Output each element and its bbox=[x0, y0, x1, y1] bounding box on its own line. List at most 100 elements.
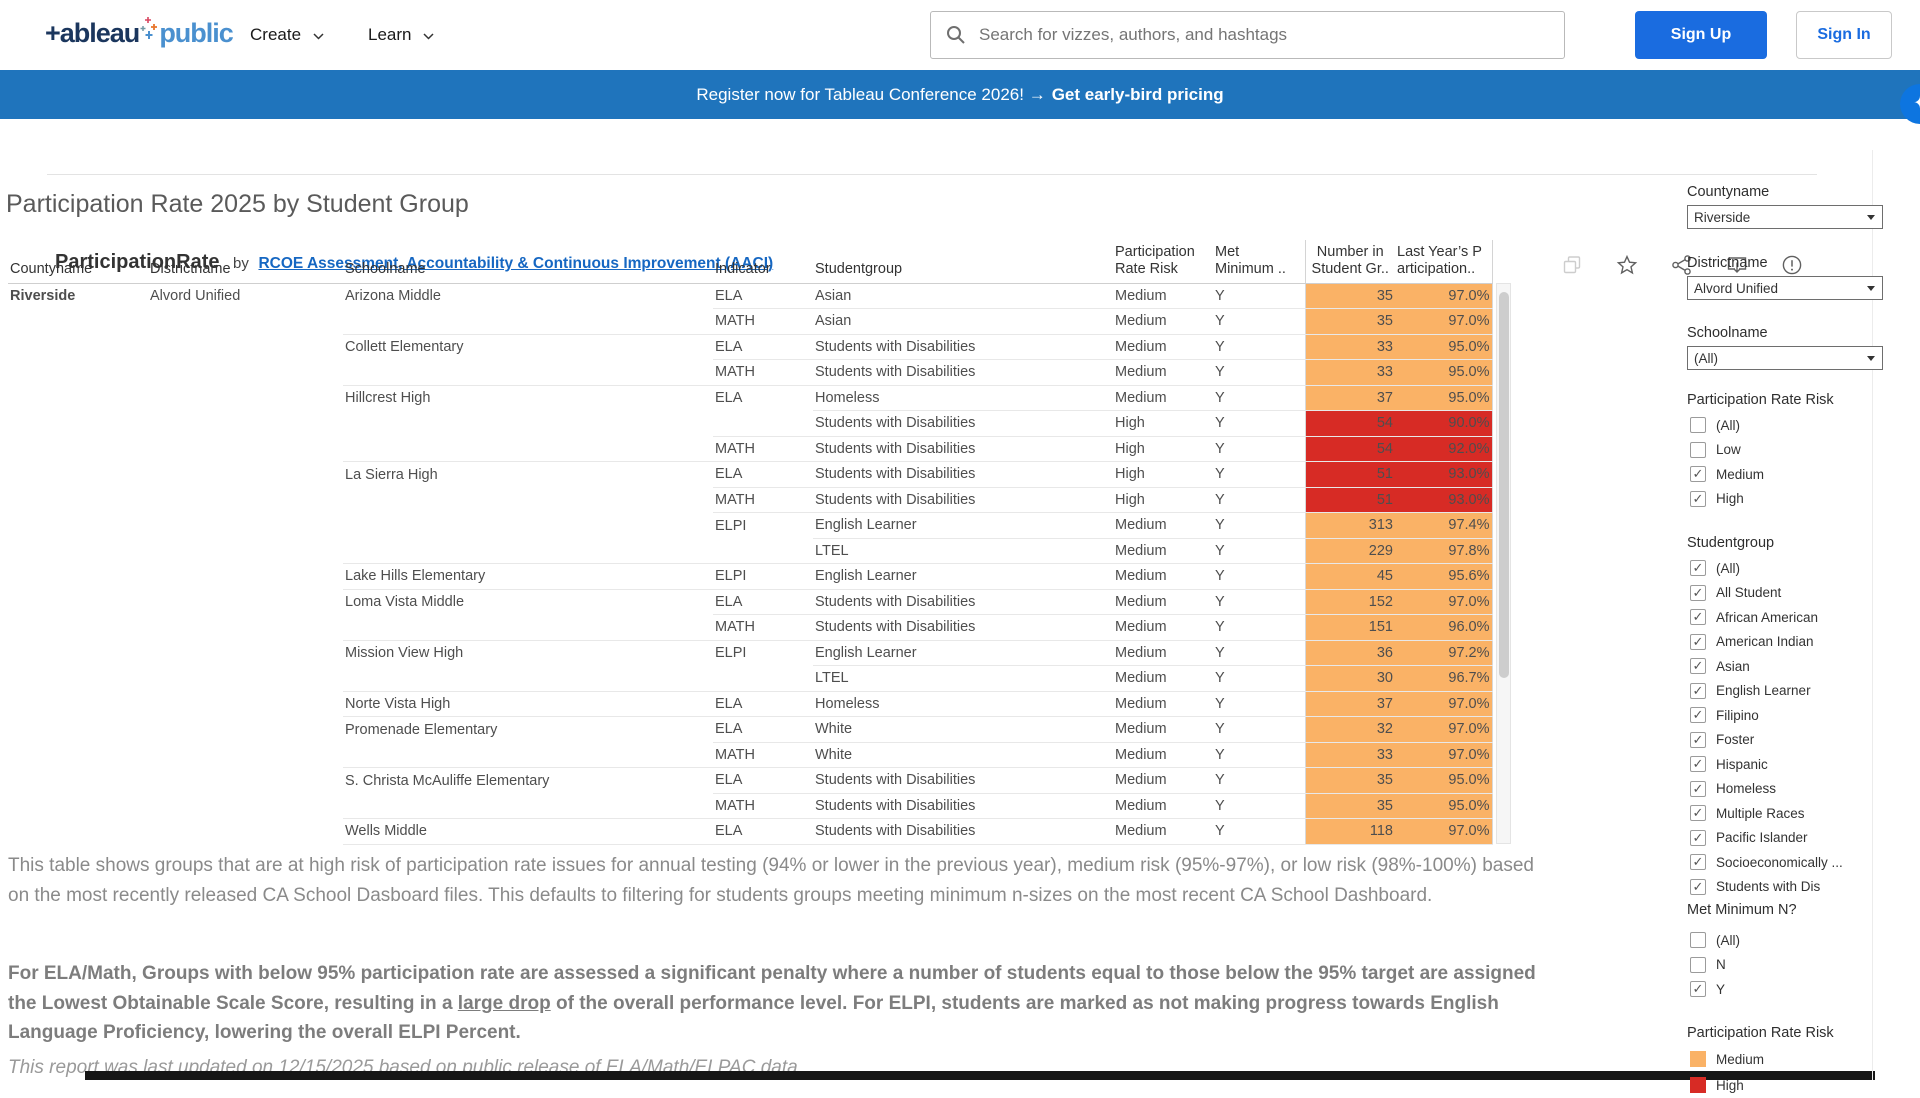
cell-group[interactable]: Students with Disabilities bbox=[813, 334, 1113, 360]
table-row[interactable]: MATH Students with Disabilities Medium Y 35 9… bbox=[8, 793, 1493, 819]
cell-n[interactable]: 33 bbox=[1304, 742, 1395, 768]
nav-menu-learn[interactable]: Learn bbox=[368, 14, 434, 56]
cell-district[interactable] bbox=[148, 589, 343, 615]
cell-pct[interactable]: 95.0% bbox=[1395, 385, 1493, 411]
cell-risk[interactable]: Medium bbox=[1113, 818, 1213, 845]
cell-group[interactable]: White bbox=[813, 716, 1113, 743]
table-row[interactable]: Collett Elementary ELA Students with Disab… bbox=[8, 334, 1493, 360]
cell-county[interactable] bbox=[8, 742, 148, 768]
cell-n[interactable]: 151 bbox=[1304, 614, 1395, 641]
cell-met[interactable]: Y bbox=[1213, 436, 1305, 462]
cell-indicator[interactable]: MATH bbox=[713, 308, 813, 335]
cell-pct[interactable]: 97.0% bbox=[1395, 589, 1493, 615]
cell-group[interactable]: Students with Disabilities bbox=[813, 793, 1113, 819]
cell-county[interactable] bbox=[8, 793, 148, 819]
table-row[interactable]: Norte Vista High ELA Homeless Medium Y 37 97.0… bbox=[8, 691, 1493, 717]
cell-met[interactable]: Y bbox=[1213, 793, 1305, 819]
cell-pct[interactable]: 90.0% bbox=[1395, 410, 1493, 437]
cell-county[interactable] bbox=[8, 360, 148, 386]
cell-group[interactable]: English Learner bbox=[813, 512, 1113, 539]
table-row[interactable]: Mission View High ELPI English Learner Medi… bbox=[8, 640, 1493, 666]
cell-district[interactable] bbox=[148, 538, 343, 564]
cell-county[interactable] bbox=[8, 513, 148, 539]
cell-risk[interactable]: Medium bbox=[1113, 385, 1213, 411]
cell-pct[interactable]: 92.0% bbox=[1395, 436, 1493, 462]
cell-group[interactable]: Homeless bbox=[813, 691, 1113, 717]
cell-met[interactable]: Y bbox=[1213, 538, 1305, 564]
column-header-district[interactable]: Districtname bbox=[148, 240, 343, 284]
cell-school[interactable] bbox=[343, 411, 713, 437]
cell-group[interactable]: Students with Disabilities bbox=[813, 436, 1113, 462]
cell-county[interactable] bbox=[8, 487, 148, 513]
sign-up-button[interactable]: Sign Up bbox=[1635, 11, 1767, 59]
cell-district[interactable] bbox=[148, 360, 343, 386]
cell-indicator[interactable]: ELA bbox=[713, 334, 813, 360]
cell-indicator[interactable]: MATH bbox=[713, 742, 813, 768]
schoolname-dropdown[interactable]: (All) bbox=[1687, 346, 1883, 370]
cell-pct[interactable]: 97.0% bbox=[1395, 691, 1493, 717]
cell-indicator[interactable]: MATH bbox=[713, 487, 813, 513]
cell-school[interactable]: La Sierra High bbox=[345, 466, 438, 483]
cell-met[interactable]: Y bbox=[1213, 589, 1305, 615]
checkbox-pacific-islander[interactable]: ✓ Pacific Islander bbox=[1690, 826, 1875, 851]
table-row[interactable]: Promenade Elementary ELA White Medium Y 32 97.… bbox=[8, 716, 1493, 743]
cell-group[interactable]: Students with Disabilities bbox=[813, 767, 1113, 794]
duplicate-icon[interactable] bbox=[1560, 253, 1584, 277]
table-row[interactable]: Wells Middle ELA Students with Disabilitie… bbox=[8, 818, 1493, 845]
cell-n[interactable]: 51 bbox=[1304, 487, 1395, 513]
cell-risk[interactable]: Medium bbox=[1113, 665, 1213, 692]
cell-met[interactable]: Y bbox=[1213, 614, 1305, 641]
districtname-dropdown[interactable]: Alvord Unified bbox=[1687, 276, 1883, 300]
cell-group[interactable]: Students with Disabilities bbox=[813, 818, 1113, 845]
cell-n[interactable]: 54 bbox=[1304, 436, 1395, 462]
cell-district[interactable] bbox=[148, 640, 343, 666]
cell-county[interactable] bbox=[8, 640, 148, 666]
cell-indicator[interactable]: ELA bbox=[713, 461, 813, 488]
cell-pct[interactable]: 96.7% bbox=[1395, 665, 1493, 692]
cell-indicator[interactable]: MATH bbox=[713, 793, 813, 819]
conference-banner[interactable]: Register now for Tableau Conference 2026… bbox=[0, 70, 1920, 119]
cell-pct[interactable]: 95.0% bbox=[1395, 359, 1493, 386]
cell-met[interactable]: Y bbox=[1213, 334, 1305, 360]
cell-indicator[interactable]: MATH bbox=[713, 614, 813, 641]
cell-school[interactable]: Collett Elementary bbox=[345, 339, 464, 355]
cell-risk[interactable]: Medium bbox=[1113, 512, 1213, 539]
cell-met[interactable]: Y bbox=[1213, 487, 1305, 513]
checkbox-asian[interactable]: ✓ Asian bbox=[1690, 654, 1875, 679]
cell-n[interactable]: 32 bbox=[1304, 716, 1395, 743]
cell-group[interactable]: Students with Disabilities bbox=[813, 461, 1113, 488]
cell-pct[interactable]: 97.0% bbox=[1395, 716, 1493, 743]
cell-school[interactable] bbox=[343, 436, 713, 462]
cell-district[interactable] bbox=[148, 564, 343, 590]
cell-group[interactable]: English Learner bbox=[813, 640, 1113, 666]
cell-risk[interactable]: Medium bbox=[1113, 563, 1213, 590]
table-row[interactable]: ELPI English Learner Medium Y 313 97.4% bbox=[8, 512, 1493, 539]
cell-school[interactable]: Mission View High bbox=[345, 645, 464, 661]
cell-county[interactable] bbox=[8, 538, 148, 564]
cell-n[interactable]: 45 bbox=[1304, 563, 1395, 590]
cell-indicator[interactable]: ELA bbox=[713, 818, 813, 845]
cell-indicator[interactable]: ELA bbox=[715, 390, 743, 406]
cell-district[interactable] bbox=[148, 717, 343, 743]
checkbox-english-learner[interactable]: ✓ English Learner bbox=[1690, 679, 1875, 704]
cell-group[interactable]: LTEL bbox=[813, 538, 1113, 564]
cell-group[interactable]: Students with Disabilities bbox=[813, 614, 1113, 641]
cell-indicator[interactable]: MATH bbox=[713, 359, 813, 386]
checkbox-students-with-dis[interactable]: ✓ Students with Dis bbox=[1690, 875, 1875, 897]
checkbox-american-indian[interactable]: ✓ American Indian bbox=[1690, 630, 1875, 655]
cell-n[interactable]: 36 bbox=[1304, 640, 1395, 666]
cell-county[interactable] bbox=[8, 666, 148, 692]
cell-group[interactable]: Asian bbox=[813, 283, 1113, 309]
cell-met[interactable]: Y bbox=[1213, 512, 1305, 539]
checkbox-all[interactable]: ✓ (All) bbox=[1690, 556, 1875, 581]
table-scrollbar-thumb[interactable] bbox=[1498, 292, 1509, 678]
cell-group[interactable]: Students with Disabilities bbox=[813, 359, 1113, 386]
cell-indicator[interactable] bbox=[713, 665, 813, 692]
cell-pct[interactable]: 93.0% bbox=[1395, 487, 1493, 513]
cell-district[interactable] bbox=[148, 768, 343, 794]
table-row[interactable]: La Sierra High ELA Students with Disabilit… bbox=[8, 461, 1493, 488]
cell-n[interactable]: 35 bbox=[1304, 283, 1395, 309]
column-header-risk[interactable]: Participation Rate Risk bbox=[1113, 240, 1213, 284]
cell-risk[interactable]: High bbox=[1113, 461, 1213, 488]
